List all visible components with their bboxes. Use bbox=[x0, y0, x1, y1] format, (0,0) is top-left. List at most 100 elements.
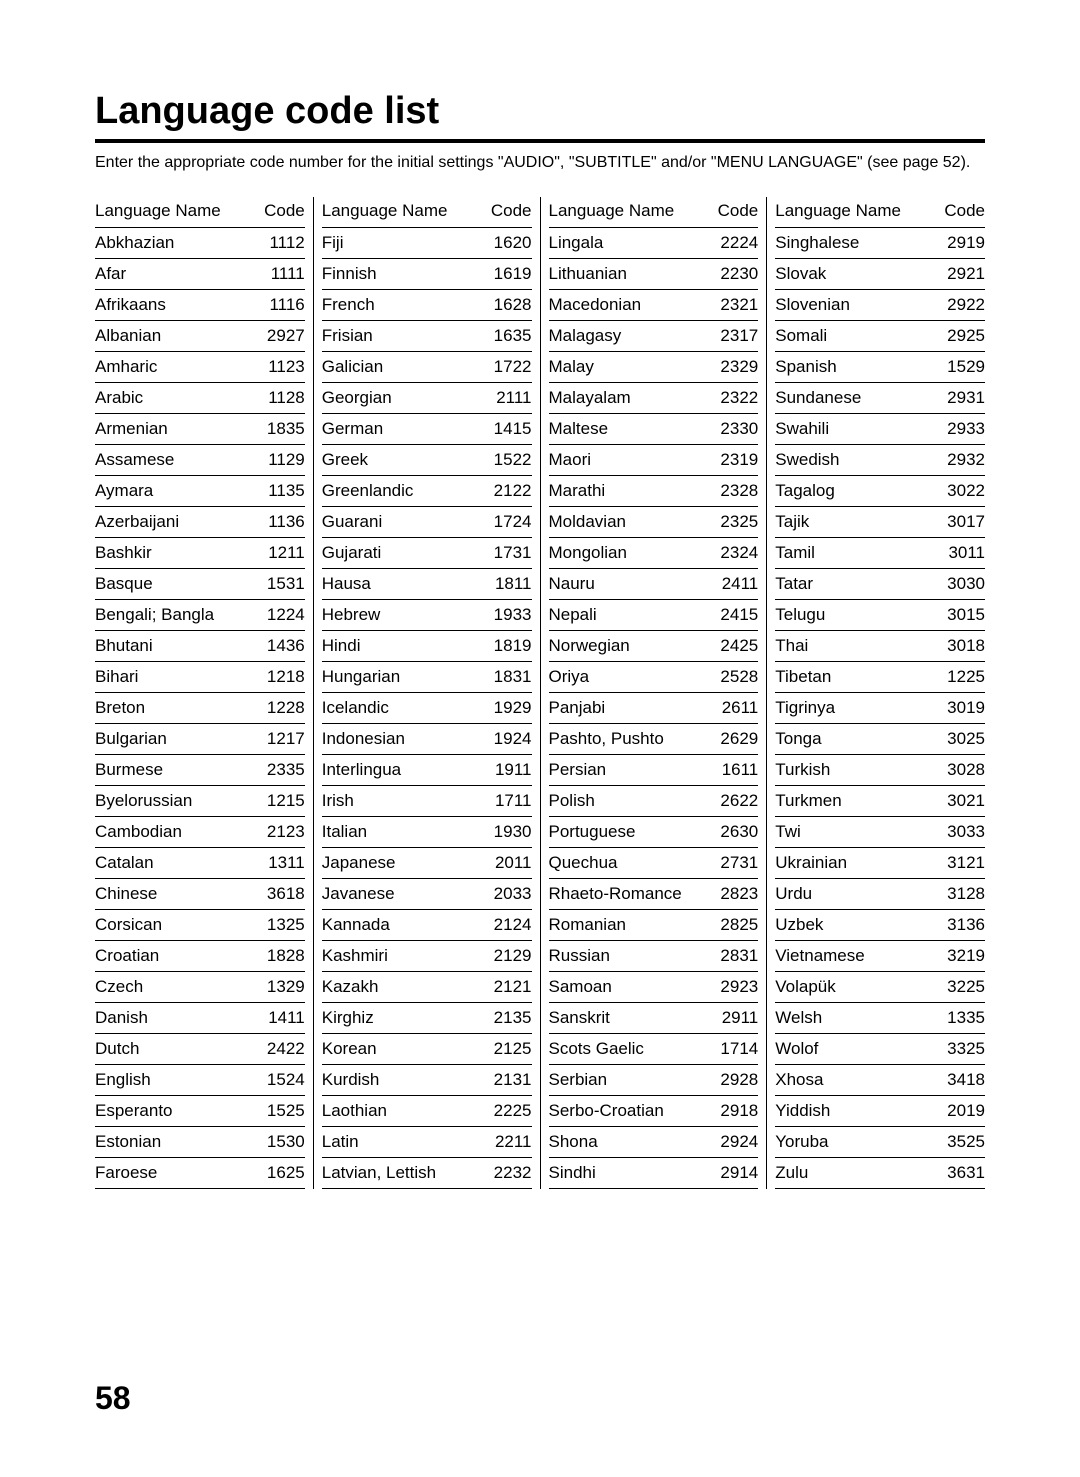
language-code: 2335 bbox=[257, 760, 305, 780]
table-row: Assamese1129 bbox=[95, 445, 305, 476]
table-row: Urdu3128 bbox=[775, 879, 985, 910]
language-code: 2124 bbox=[484, 915, 532, 935]
language-code: 3019 bbox=[937, 698, 985, 718]
table-row: Volapük3225 bbox=[775, 972, 985, 1003]
table-row: Gujarati1731 bbox=[322, 538, 532, 569]
language-code: 2321 bbox=[710, 295, 758, 315]
language-code: 3618 bbox=[257, 884, 305, 904]
language-code: 2111 bbox=[484, 388, 532, 408]
table-row: Afar1111 bbox=[95, 259, 305, 290]
language-name: Swedish bbox=[775, 450, 937, 470]
language-code: 3136 bbox=[937, 915, 985, 935]
language-name: Turkish bbox=[775, 760, 937, 780]
language-code: 1619 bbox=[484, 264, 532, 284]
language-code: 2325 bbox=[710, 512, 758, 532]
language-code: 3128 bbox=[937, 884, 985, 904]
language-code: 2629 bbox=[710, 729, 758, 749]
table-row: Bihari1218 bbox=[95, 662, 305, 693]
language-name: Mongolian bbox=[549, 543, 711, 563]
language-code: 2322 bbox=[710, 388, 758, 408]
language-code: 2121 bbox=[484, 977, 532, 997]
table-row: Uzbek3136 bbox=[775, 910, 985, 941]
table-row: Romanian2825 bbox=[549, 910, 759, 941]
language-name: Spanish bbox=[775, 357, 937, 377]
table-row: Hungarian1831 bbox=[322, 662, 532, 693]
table-row: Yiddish2019 bbox=[775, 1096, 985, 1127]
language-name: Bulgarian bbox=[95, 729, 257, 749]
language-code: 1123 bbox=[257, 357, 305, 377]
table-row: Serbian2928 bbox=[549, 1065, 759, 1096]
language-code: 2330 bbox=[710, 419, 758, 439]
language-name: Romanian bbox=[549, 915, 711, 935]
language-name: Malayalam bbox=[549, 388, 711, 408]
language-code: 2921 bbox=[937, 264, 985, 284]
language-name: Maori bbox=[549, 450, 711, 470]
language-name: Frisian bbox=[322, 326, 484, 346]
language-name: Latin bbox=[322, 1132, 484, 1152]
table-row: Xhosa3418 bbox=[775, 1065, 985, 1096]
language-code: 2919 bbox=[937, 233, 985, 253]
table-row: Turkish3028 bbox=[775, 755, 985, 786]
table-row: Czech1329 bbox=[95, 972, 305, 1003]
table-row: Oriya2528 bbox=[549, 662, 759, 693]
table-row: Malagasy2317 bbox=[549, 321, 759, 352]
language-code: 3325 bbox=[937, 1039, 985, 1059]
language-code: 1129 bbox=[257, 450, 305, 470]
language-name: Serbian bbox=[549, 1070, 711, 1090]
table-row: Estonian1530 bbox=[95, 1127, 305, 1158]
language-name: Hindi bbox=[322, 636, 484, 656]
table-row: Javanese2033 bbox=[322, 879, 532, 910]
header-name: Language Name bbox=[549, 201, 718, 221]
table-row: German1415 bbox=[322, 414, 532, 445]
table-row: Macedonian2321 bbox=[549, 290, 759, 321]
language-code: 1218 bbox=[257, 667, 305, 687]
language-name: Bengali; Bangla bbox=[95, 605, 257, 625]
table-row: Tigrinya3019 bbox=[775, 693, 985, 724]
table-row: Malayalam2322 bbox=[549, 383, 759, 414]
table-row: Aymara1135 bbox=[95, 476, 305, 507]
language-code: 1911 bbox=[484, 760, 532, 780]
table-row: Burmese2335 bbox=[95, 755, 305, 786]
language-name: Corsican bbox=[95, 915, 257, 935]
table-row: Byelorussian1215 bbox=[95, 786, 305, 817]
language-code: 1835 bbox=[257, 419, 305, 439]
language-name: Polish bbox=[549, 791, 711, 811]
language-code: 2319 bbox=[710, 450, 758, 470]
language-name: Kannada bbox=[322, 915, 484, 935]
language-name: Hebrew bbox=[322, 605, 484, 625]
language-code: 3225 bbox=[937, 977, 985, 997]
table-row: Persian1611 bbox=[549, 755, 759, 786]
table-row: Bengali; Bangla1224 bbox=[95, 600, 305, 631]
language-code: 1111 bbox=[257, 264, 305, 284]
language-code: 2611 bbox=[710, 698, 758, 718]
language-name: Basque bbox=[95, 574, 257, 594]
language-code-table: Language NameCodeAbkhazian1112Afar1111Af… bbox=[95, 197, 985, 1189]
language-code: 1819 bbox=[484, 636, 532, 656]
language-code: 1635 bbox=[484, 326, 532, 346]
table-row: Hausa1811 bbox=[322, 569, 532, 600]
language-code: 1930 bbox=[484, 822, 532, 842]
language-code: 1228 bbox=[257, 698, 305, 718]
language-code: 1217 bbox=[257, 729, 305, 749]
language-name: Yiddish bbox=[775, 1101, 937, 1121]
table-row: Sanskrit2911 bbox=[549, 1003, 759, 1034]
language-name: Laothian bbox=[322, 1101, 484, 1121]
table-row: Georgian2111 bbox=[322, 383, 532, 414]
language-code: 2211 bbox=[484, 1132, 532, 1152]
language-code: 1211 bbox=[257, 543, 305, 563]
table-row: Latin2211 bbox=[322, 1127, 532, 1158]
table-row: Hebrew1933 bbox=[322, 600, 532, 631]
language-name: Scots Gaelic bbox=[549, 1039, 711, 1059]
language-code: 1325 bbox=[257, 915, 305, 935]
language-code: 2922 bbox=[937, 295, 985, 315]
language-name: Hungarian bbox=[322, 667, 484, 687]
language-code: 1625 bbox=[257, 1163, 305, 1183]
language-name: Irish bbox=[322, 791, 484, 811]
language-name: Slovenian bbox=[775, 295, 937, 315]
language-name: Maltese bbox=[549, 419, 711, 439]
language-code: 2925 bbox=[937, 326, 985, 346]
table-row: Spanish1529 bbox=[775, 352, 985, 383]
language-name: Latvian, Lettish bbox=[322, 1163, 484, 1183]
table-row: Laothian2225 bbox=[322, 1096, 532, 1127]
language-code: 1135 bbox=[257, 481, 305, 501]
